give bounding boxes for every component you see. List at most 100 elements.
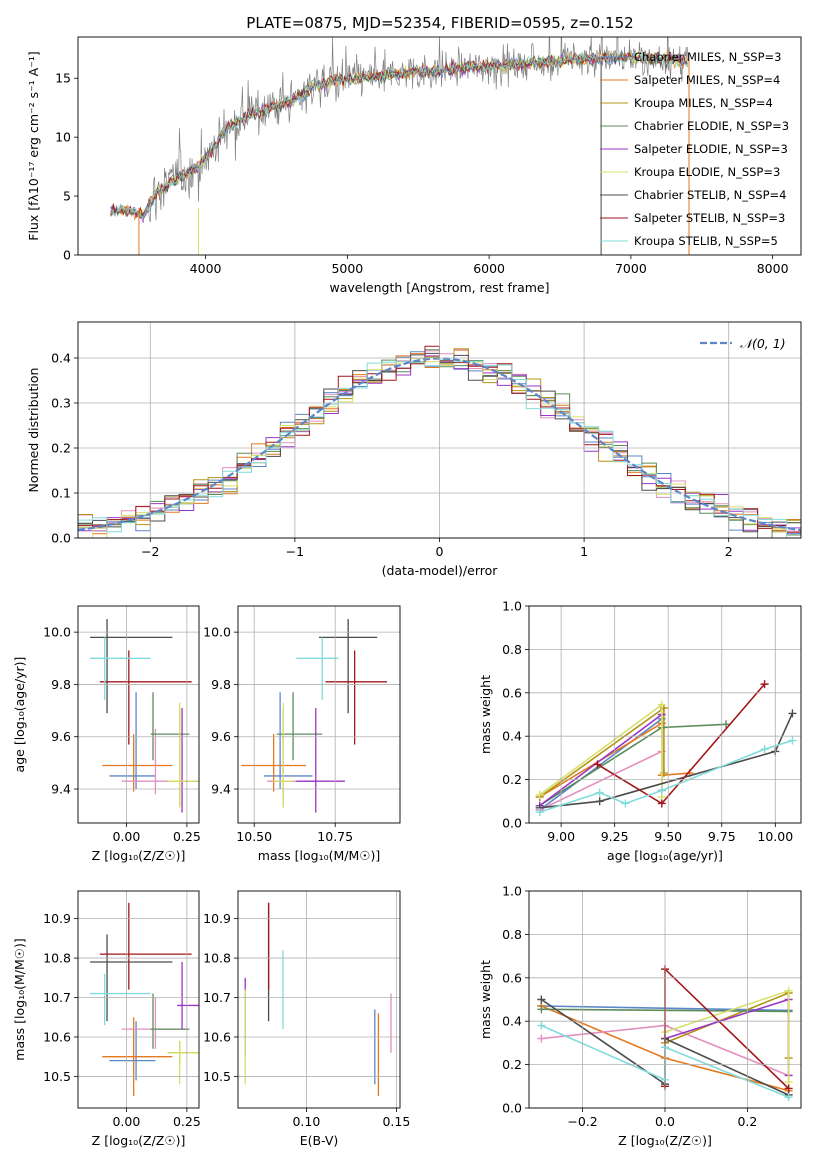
- errorbar-axes-5: 0.00 0.25 10.5 10.6 10.7 10.8 10.9 Z [log₁₀(Z/Z…: [12, 890, 201, 1148]
- legend-label: Kroupa MILES, N_SSP=4: [634, 96, 773, 110]
- y-tick-label: 5: [63, 189, 71, 204]
- axes-frame: [528, 605, 802, 824]
- y-tick-label: 0.4: [51, 351, 71, 366]
- y-tick-label: 0.4: [502, 729, 522, 744]
- y-tick-label: 10.5: [43, 1069, 71, 1084]
- weight-axes-7: −0.2 0.0 0.2 0.0 0.2 0.4 0.6 0.8 1.0 Z [log₁₀(Z/Z…: [478, 884, 802, 1148]
- x-tick-label: −0.2: [567, 1114, 597, 1129]
- weight-marker: [593, 760, 602, 769]
- x-tick-label: 0.25: [173, 829, 201, 844]
- x-tick-label: 6000: [473, 261, 505, 276]
- axes-frame: [77, 36, 802, 256]
- errorbar-axes-6: 0.10 0.15 10.5 10.6 10.7 10.8 10.9 E(B-V): [203, 890, 410, 1148]
- x-tick-label: −2: [141, 544, 159, 559]
- y-tick-label: 10.6: [43, 1029, 71, 1044]
- y-tick-label: 0.0: [502, 1101, 522, 1116]
- x-tick-label: 0.2: [737, 1114, 757, 1129]
- y-tick-label: 10.7: [43, 990, 71, 1005]
- weight-marker: [657, 700, 666, 709]
- legend-label: Salpeter STELIB, N_SSP=3: [634, 211, 785, 225]
- x-tick-label: 0.10: [292, 1114, 320, 1129]
- y-tick-label: 9.4: [211, 782, 231, 797]
- x-axis-label: (data-model)/error: [382, 563, 499, 578]
- weight-axes-4: 9.00 9.25 9.50 9.75 10.00 0.0 0.2 0.4 0.6 0.8 1.0 a…: [478, 599, 802, 863]
- x-tick-label: −1: [286, 544, 304, 559]
- weight-axes-4-inner: [535, 680, 797, 817]
- legend-label: Salpeter ELODIE, N_SSP=3: [634, 142, 788, 156]
- x-tick-label: 9.00: [547, 829, 575, 844]
- x-tick-label: 0.0: [655, 1114, 675, 1129]
- y-tick-label: 10.8: [203, 951, 231, 966]
- y-tick-label: 0.8: [502, 927, 522, 942]
- weight-marker: [784, 1084, 793, 1093]
- x-tick-label: 9.25: [601, 829, 629, 844]
- x-tick-label: 10.00: [757, 829, 793, 844]
- residual-axes: −2 −1 0 1 2 0.0 0.1 0.2 0.3 0.4 (data-model)/error…: [26, 321, 802, 578]
- y-tick-label: 10.5: [203, 1069, 231, 1084]
- x-tick-label: 2: [725, 544, 733, 559]
- errorbar-axes-2-inner: [90, 619, 199, 813]
- weight-marker: [535, 790, 544, 799]
- y-tick-label: 0.6: [502, 685, 522, 700]
- x-tick-label: 0: [436, 544, 444, 559]
- x-axis-label: age [log₁₀(age/yr)]: [607, 848, 723, 863]
- y-tick-label: 0.4: [502, 1014, 522, 1029]
- legend-label: Kroupa STELIB, N_SSP=5: [634, 234, 778, 248]
- y-tick-label: 10.9: [203, 911, 231, 926]
- y-tick-label: 10: [55, 130, 71, 145]
- y-tick-label: 1.0: [502, 599, 522, 614]
- y-axis-label: mass weight: [478, 675, 493, 754]
- y-tick-label: 10.6: [203, 1029, 231, 1044]
- y-tick-label: 15: [55, 71, 71, 86]
- x-axis-label: E(B-V): [300, 1133, 339, 1148]
- weight-line: [539, 713, 794, 809]
- y-axis-label: mass [log₁₀(M/M☉)]: [12, 938, 27, 1060]
- legend-label: Salpeter MILES, N_SSP=4: [634, 73, 780, 87]
- y-tick-label: 0.1: [51, 486, 71, 501]
- x-axis-label: mass [log₁₀(M/M☉)]: [258, 848, 380, 863]
- x-axis-label: wavelength [Angstrom, rest frame]: [329, 280, 549, 295]
- x-axis-label: Z [log₁₀(Z/Z☉)]: [618, 1133, 712, 1148]
- x-tick-label: 4000: [190, 261, 222, 276]
- y-axis-label: Normed distribution: [26, 368, 41, 493]
- weight-marker: [788, 709, 797, 718]
- axes-frame: [237, 605, 401, 824]
- y-tick-label: 9.8: [51, 677, 71, 692]
- y-tick-label: 0.8: [502, 642, 522, 657]
- x-tick-label: 0.25: [173, 1114, 201, 1129]
- weight-marker: [537, 995, 546, 1004]
- model-spectrum-line: [110, 51, 688, 219]
- y-tick-label: 9.4: [51, 782, 71, 797]
- errorbar-axes-3: 10.50 10.75 9.4 9.6 9.8 10.0 mass [log₁₀(M/M☉)…: [203, 605, 401, 863]
- legend: Chabrier MILES, N_SSP=3 Salpeter MILES, N…: [600, 50, 789, 248]
- spectrum-axes: 4000 5000 6000 7000 8000 0 5 10 15 wavelength [An…: [26, 36, 802, 295]
- y-tick-label: 9.8: [211, 677, 231, 692]
- y-tick-label: 0.0: [51, 531, 71, 546]
- x-axis-label: Z [log₁₀(Z/Z☉)]: [92, 1133, 186, 1148]
- x-tick-label: 9.50: [654, 829, 682, 844]
- y-tick-label: 0.6: [502, 970, 522, 985]
- spectrum-axes-inner: [110, 37, 690, 255]
- legend-label: Chabrier MILES, N_SSP=3: [634, 50, 781, 64]
- weight-marker: [784, 986, 793, 995]
- figure-title: PLATE=0875, MJD=52354, FIBERID=0595, z=0…: [246, 14, 633, 32]
- weight-marker: [621, 799, 630, 808]
- legend-label: Chabrier STELIB, N_SSP=4: [634, 188, 786, 202]
- errorbar-axes-2: 0.00 0.25 9.4 9.6 9.8 10.0 Z [log₁₀(Z/Z☉)] age …: [12, 605, 201, 863]
- weight-marker: [722, 720, 731, 729]
- y-tick-label: 10.9: [43, 911, 71, 926]
- x-tick-label: 1: [580, 544, 588, 559]
- y-tick-label: 10.8: [43, 951, 71, 966]
- weight-marker: [657, 799, 666, 808]
- x-tick-label: 10.75: [317, 829, 353, 844]
- weight-marker: [537, 1005, 546, 1014]
- x-tick-label: 7000: [615, 261, 647, 276]
- y-tick-label: 0.3: [51, 396, 71, 411]
- axes-frame: [77, 605, 200, 824]
- weight-marker: [788, 736, 797, 745]
- legend-label: 𝒩(0, 1): [740, 336, 786, 351]
- x-axis-label: Z [log₁₀(Z/Z☉)]: [92, 848, 186, 863]
- y-tick-label: 10.0: [203, 625, 231, 640]
